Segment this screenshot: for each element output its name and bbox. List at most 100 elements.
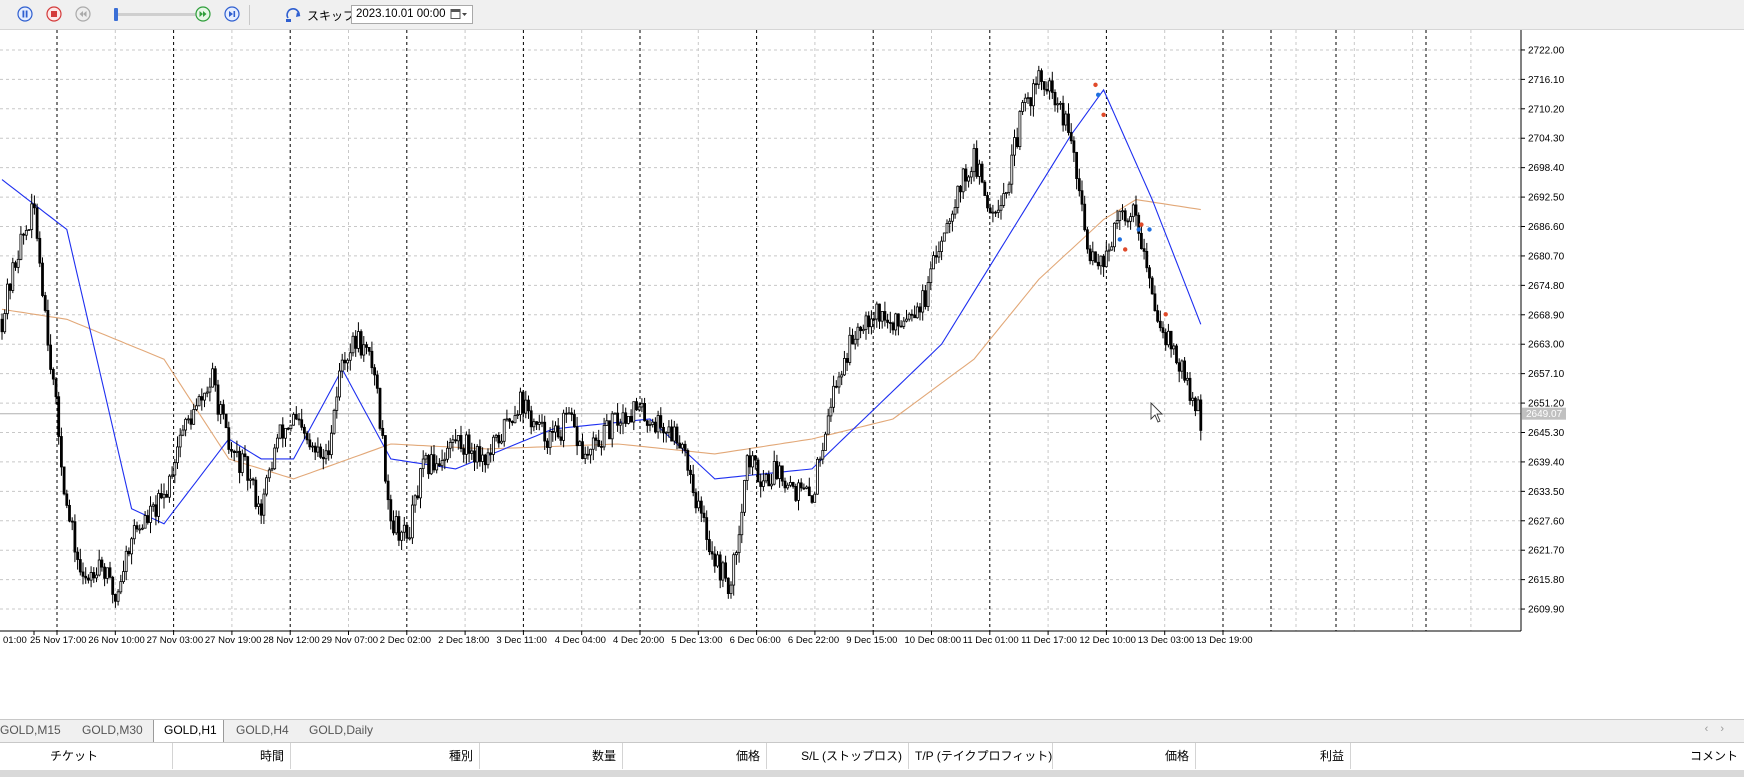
- candle-body: [1177, 362, 1181, 372]
- candle-body: [459, 435, 463, 449]
- candle-body: [875, 303, 879, 320]
- candle-body: [1061, 102, 1065, 126]
- price-chart[interactable]: 2722.00 2716.10 2710.20 2704.30 2698.40 2692.…: [0, 30, 1744, 719]
- time-tick-label: 26 Nov 10:00: [88, 635, 145, 646]
- candle-body: [1107, 249, 1111, 252]
- candle-body: [197, 396, 201, 407]
- column-take-profit[interactable]: T/P (テイクプロフィット): [909, 743, 1053, 769]
- candle-body: [1015, 137, 1019, 148]
- candle-body: [332, 409, 336, 434]
- candle-body: [319, 446, 323, 458]
- chevron-right-icon[interactable]: ›: [1720, 723, 1736, 735]
- candle-body: [697, 500, 700, 509]
- candle-body: [894, 313, 898, 331]
- stop-icon[interactable]: [46, 6, 62, 22]
- candle-body: [184, 418, 188, 431]
- trade-marker: [1101, 112, 1106, 117]
- column-comment[interactable]: コメント: [1689, 749, 1738, 763]
- candle-body: [154, 504, 158, 517]
- tab-gold-m15[interactable]: GOLD,M15: [0, 720, 70, 742]
- candle-body: [980, 163, 984, 183]
- candle-body: [157, 492, 161, 517]
- candle-body: [1010, 154, 1014, 185]
- candle-body: [654, 421, 657, 433]
- candle-body: [41, 262, 44, 296]
- candle-body: [1129, 216, 1132, 222]
- candle-body: [262, 493, 266, 516]
- candle-body: [1040, 70, 1043, 82]
- candle-body: [535, 421, 538, 425]
- step-back-icon[interactable]: [75, 6, 91, 22]
- candle-body: [1002, 193, 1006, 206]
- candle-body: [1131, 204, 1135, 218]
- tab-gold-m30[interactable]: GOLD,M30: [70, 720, 155, 742]
- candle-body: [964, 168, 968, 182]
- candle-body: [508, 418, 512, 422]
- skip-icon[interactable]: [285, 7, 303, 28]
- candle-body: [114, 594, 117, 602]
- step-forward-icon[interactable]: [224, 6, 240, 22]
- trade-marker: [1093, 82, 1098, 88]
- calendar-icon[interactable]: [450, 8, 468, 27]
- candle-body: [799, 482, 803, 489]
- candle-body: [189, 418, 193, 425]
- candle-body: [165, 493, 169, 498]
- candle-body: [267, 469, 271, 479]
- candle-body: [794, 486, 798, 501]
- candle-body: [54, 378, 58, 398]
- mouse-cursor-icon: [1150, 401, 1164, 423]
- candle-body: [33, 203, 36, 209]
- candle-body: [1180, 360, 1184, 372]
- skip-button[interactable]: スキップ: [307, 9, 356, 23]
- candle-body: [934, 255, 938, 258]
- candle-body: [786, 484, 790, 489]
- candle-body: [435, 463, 439, 471]
- price-tick-label: 2645.30: [1528, 428, 1565, 439]
- skip-date-input[interactable]: 2023.10.01 00:00: [351, 5, 473, 24]
- candle-body: [851, 334, 854, 345]
- speed-slider-handle[interactable]: [114, 8, 118, 21]
- candle-body: [386, 480, 390, 501]
- candle-body: [772, 461, 776, 485]
- candle-body: [764, 474, 768, 482]
- candle-body: [235, 450, 239, 453]
- column-type[interactable]: 種別: [291, 743, 480, 769]
- column-ticket[interactable]: チケット: [0, 743, 173, 769]
- tab-scroll-arrows[interactable]: ‹›: [1705, 723, 1736, 735]
- chevron-left-icon[interactable]: ‹: [1704, 723, 1721, 735]
- candle-body: [254, 479, 258, 507]
- column-current-price[interactable]: 価格: [1053, 743, 1196, 769]
- candle-body: [87, 577, 90, 581]
- fast-forward-icon[interactable]: [195, 6, 211, 22]
- column-price[interactable]: 価格: [623, 743, 767, 769]
- column-volume[interactable]: 数量: [480, 743, 623, 769]
- candle-body: [316, 446, 320, 453]
- candle-body: [1196, 399, 1200, 412]
- speed-slider-track[interactable]: [114, 13, 206, 16]
- candle-body: [343, 359, 347, 364]
- tab-gold-daily[interactable]: GOLD,Daily: [297, 720, 397, 742]
- tab-gold-h1[interactable]: GOLD,H1: [153, 720, 224, 743]
- column-time[interactable]: 時間: [173, 743, 291, 769]
- tab-label: GOLD,H1: [164, 723, 217, 737]
- candle-body: [1153, 293, 1157, 312]
- candle-body: [475, 446, 479, 463]
- candle-body: [300, 419, 304, 428]
- candle-body: [1064, 113, 1068, 126]
- candle-body: [1113, 222, 1116, 248]
- pause-icon[interactable]: [17, 6, 33, 22]
- candle-body: [1091, 251, 1095, 262]
- tab-gold-h4[interactable]: GOLD,H4: [224, 720, 297, 742]
- chart-tabs: GOLD,M15 GOLD,M30 GOLD,H1 GOLD,H4 GOLD,D…: [0, 719, 1744, 743]
- candle-body: [1086, 229, 1089, 250]
- candle-body: [694, 492, 698, 509]
- candle-body: [424, 455, 428, 460]
- candle-body: [470, 450, 474, 454]
- column-profit[interactable]: 利益: [1196, 743, 1351, 769]
- candle-body: [62, 466, 66, 495]
- candle-body: [645, 420, 649, 426]
- candle-body: [497, 434, 501, 444]
- candle-body: [937, 251, 941, 258]
- candle-body: [286, 427, 290, 430]
- column-stop-loss[interactable]: S/L (ストップロス): [767, 743, 909, 769]
